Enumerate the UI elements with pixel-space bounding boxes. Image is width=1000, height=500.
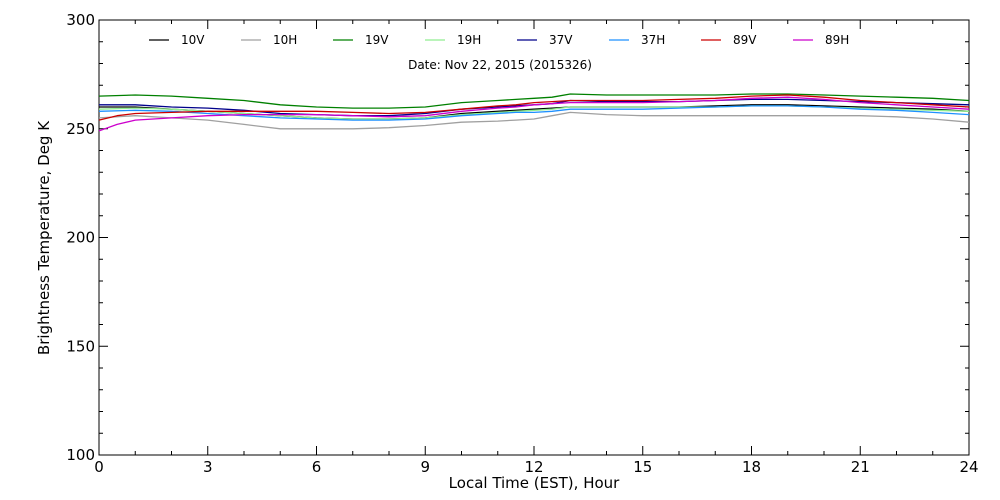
x-tick-label: 0 [94, 458, 104, 476]
x-tick-label: 9 [420, 458, 430, 476]
legend-label-37h: 37H [641, 33, 665, 47]
legend-label-37v: 37V [549, 33, 573, 47]
legend-label-10v: 10V [181, 33, 205, 47]
legend-label-19v: 19V [365, 33, 389, 47]
x-tick-label: 12 [524, 458, 543, 476]
legend-label-89h: 89H [825, 33, 849, 47]
x-axis-ticks: 0 3 6 9 12 15 18 21 24 [94, 20, 979, 476]
legend: 10V 10H 19V 19H 37V 37H 89V 89H [149, 33, 849, 47]
x-tick-label: 18 [742, 458, 761, 476]
series-line-10h [98, 111, 970, 130]
x-tick-label: 24 [959, 458, 978, 476]
chart-subtitle: Date: Nov 22, 2015 (2015326) [408, 58, 592, 72]
x-tick-label: 6 [312, 458, 322, 476]
series-line-89v [98, 94, 970, 121]
legend-label-10h: 10H [273, 33, 297, 47]
y-tick-label: 150 [66, 337, 95, 355]
legend-label-19h: 19H [457, 33, 481, 47]
x-tick-label: 3 [203, 458, 213, 476]
legend-label-89v: 89V [733, 33, 757, 47]
x-tick-label: 15 [633, 458, 652, 476]
series-lines [98, 93, 970, 132]
y-axis-ticks: 100 150 200 250 300 [66, 11, 969, 464]
y-tick-label: 100 [66, 446, 95, 464]
x-axis-title: Local Time (EST), Hour [449, 474, 620, 492]
plot-frame [98, 19, 970, 456]
series-line-37h [98, 105, 970, 121]
series-line-89h [98, 96, 970, 132]
y-tick-label: 300 [66, 11, 95, 29]
y-tick-label: 200 [66, 229, 95, 247]
y-tick-label: 250 [66, 120, 95, 138]
x-tick-label: 21 [851, 458, 870, 476]
y-axis-title: Brightness Temperature, Deg K [35, 120, 53, 355]
series-line-19v [98, 93, 970, 109]
